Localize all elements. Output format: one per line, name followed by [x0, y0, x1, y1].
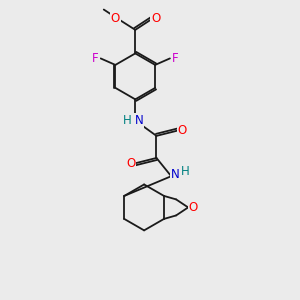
- Text: F: F: [172, 52, 178, 65]
- Text: O: O: [111, 13, 120, 26]
- Text: O: O: [126, 157, 136, 170]
- Text: F: F: [92, 52, 99, 65]
- Text: H: H: [123, 114, 132, 127]
- Text: O: O: [189, 201, 198, 214]
- Text: N: N: [171, 168, 180, 181]
- Text: O: O: [178, 124, 187, 137]
- Text: H: H: [181, 165, 189, 178]
- Text: N: N: [135, 114, 143, 127]
- Text: O: O: [151, 12, 160, 25]
